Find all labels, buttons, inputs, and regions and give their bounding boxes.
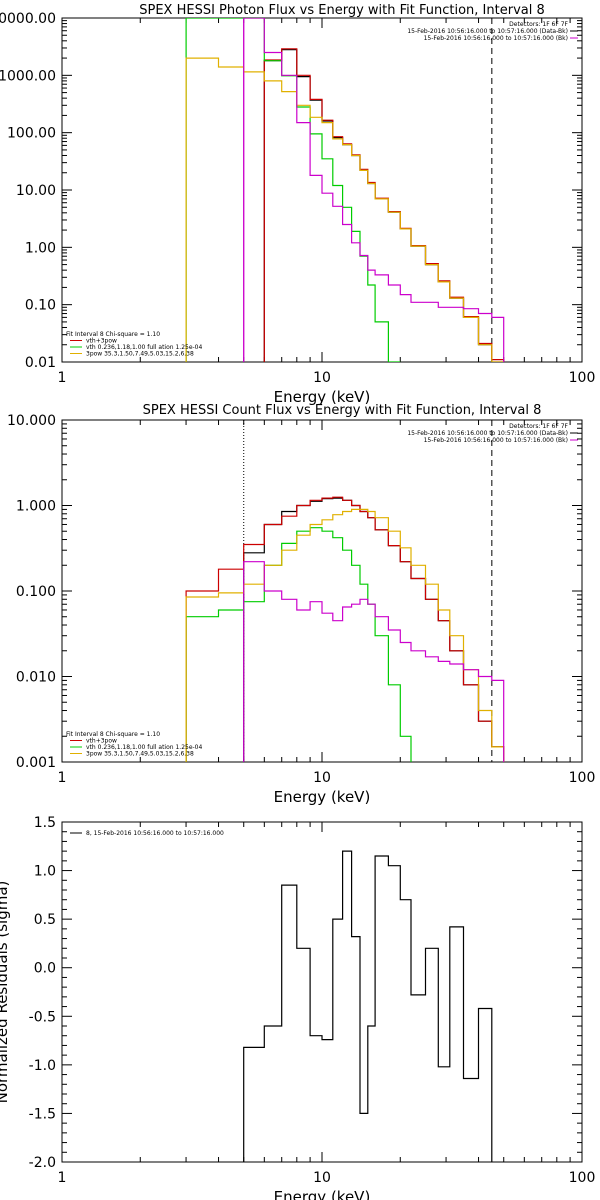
y-tick-label: 0.5: [34, 912, 56, 928]
y-tick-label: 0.01: [25, 355, 56, 371]
series-data-bk: [263, 49, 504, 362]
x-tick-label: 10: [313, 1170, 331, 1186]
series-bk: [243, 561, 505, 762]
series-residuals: [243, 850, 493, 1162]
y-axis-title: Normalized Residuals (sigma): [0, 881, 11, 1104]
legend-right-entry: Detectors: 1F 6F 7F: [509, 423, 568, 430]
series-data-bk: [243, 497, 505, 762]
y-tick-label: 1.00: [25, 240, 56, 256]
plot-frame: [61, 821, 583, 1163]
x-tick-label: 100: [569, 1170, 596, 1186]
series-vth: [185, 527, 412, 762]
x-tick-label: 1: [58, 770, 67, 786]
y-tick-label: -1.5: [29, 1106, 56, 1122]
y-tick-label: 10.000: [7, 413, 56, 429]
legend-left-entry: vth+3pow: [86, 738, 117, 745]
x-tick-label: 100: [569, 370, 596, 386]
y-tick-label: 1.0: [34, 864, 56, 880]
legend-right-entry: Detectors: 1F 6F 7F: [509, 21, 568, 28]
y-tick-label: 10000.00: [0, 11, 56, 27]
x-tick-label: 10: [313, 370, 331, 386]
legend-left-entry: vth+3pow: [86, 338, 117, 345]
x-tick-label: 10: [313, 770, 331, 786]
x-tick-label: 1: [58, 370, 67, 386]
x-axis-title: Energy (keV): [274, 388, 371, 406]
chart-title: SPEX HESSI Photon Flux vs Energy with Fi…: [139, 3, 545, 18]
y-tick-label: 0.10: [25, 298, 56, 314]
legend-left-entry: Fit Interval 8 Chi-square = 1.10: [66, 331, 160, 338]
legend-left-entry: vth 0.236,1.18,1.00 full ation 1.25e-04: [86, 344, 202, 351]
y-tick-label: 10.00: [16, 183, 56, 199]
chart-panel-3: 1 10 100 Energy (keV) 1.5 1.0 0.5 0.0 -0.5 -1.0 -1…: [0, 815, 595, 1200]
y-tick-label: 0.001: [16, 755, 56, 771]
legend-left-entry: vth 0.236,1.18,1.00 full ation 1.25e-04: [86, 744, 202, 751]
x-tick-label: 100: [569, 770, 596, 786]
chart-panel-1: SPEX HESSI Photon Flux vs Energy with Fi…: [0, 3, 595, 406]
series-3pow: [185, 508, 505, 762]
y-tick-label: -0.5: [29, 1009, 56, 1025]
x-tick-label: 1: [58, 1170, 67, 1186]
series-vth-3pow: [263, 48, 505, 362]
y-tick-label: 1.000: [16, 499, 56, 515]
y-tick-label: 1.5: [34, 815, 56, 831]
legend-right-entry: 15-Feb-2016 10:56:16.000 to 10:57:16.000…: [407, 430, 568, 437]
legend-left-entry: 3pow 35.3,1.50,7.49,5.03,15.2,6.38: [86, 351, 194, 358]
series-vth: [185, 18, 401, 362]
series-3pow: [185, 57, 504, 362]
legend-left-entry: 8, 15-Feb-2016 10:56:16.000 to 10:57:16.…: [86, 830, 224, 837]
legend-left-entry: 3pow 35.3,1.50,7.49,5.03,15.2,6.38: [86, 751, 194, 758]
legend-right-entry: 15-Feb-2016 10:56:16.000 to 10:57:16.000…: [424, 437, 568, 444]
chart-panel-2: SPEX HESSI Count Flux vs Energy with Fit…: [7, 403, 595, 806]
series-bk: [243, 18, 505, 362]
x-axis-title: Energy (keV): [274, 788, 371, 806]
y-tick-label: -1.0: [29, 1058, 56, 1074]
y-tick-label: -2.0: [29, 1155, 56, 1171]
series-vth-3pow: [185, 496, 505, 762]
legend-left-entry: Fit Interval 8 Chi-square = 1.10: [66, 731, 160, 738]
legend-right-entry: 15-Feb-2016 10:56:16.000 to 10:57:16.000…: [424, 35, 568, 42]
y-tick-label: 100.00: [7, 126, 56, 142]
y-tick-label: 0.0: [34, 961, 56, 977]
y-tick-label: 1000.00: [0, 68, 56, 84]
legend-right-entry: 15-Feb-2016 10:56:16.000 to 10:57:16.000…: [407, 28, 568, 35]
x-axis-title: Energy (keV): [274, 1188, 371, 1200]
y-tick-label: 0.010: [16, 670, 56, 686]
chart-title: SPEX HESSI Count Flux vs Energy with Fit…: [143, 403, 542, 418]
y-tick-label: 0.100: [16, 584, 56, 600]
